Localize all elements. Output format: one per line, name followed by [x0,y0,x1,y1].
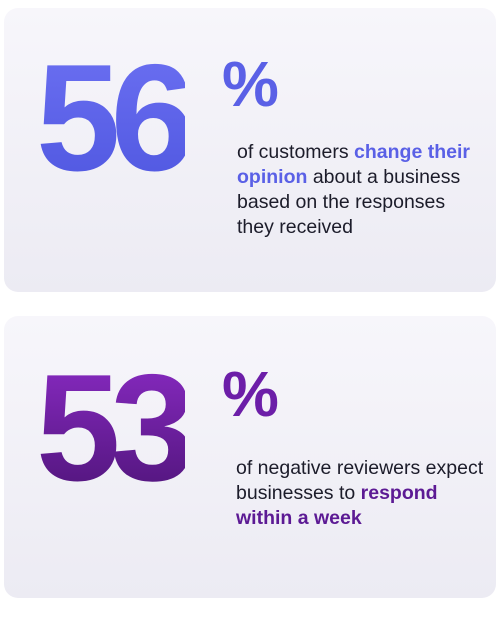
description-text-end: about a business based on the responses … [237,166,461,238]
stat-description: of customers change their opinion about … [237,140,487,240]
stat-number-53: 53 [36,343,195,513]
stat-card-customers [4,8,496,292]
description-text: of customers [237,141,355,163]
percent-sign: % [222,48,279,120]
description-highlight: change their opinion [237,141,470,188]
stat-number-56: 56 [36,33,195,203]
stat-card-reviewers [4,316,496,598]
percent-sign: % [222,358,279,430]
description-text: of negative reviewers expect businesses … [236,457,484,504]
description-highlight: respond within a week [236,482,438,529]
stat-description: of negative reviewers expect businesses … [236,456,486,531]
